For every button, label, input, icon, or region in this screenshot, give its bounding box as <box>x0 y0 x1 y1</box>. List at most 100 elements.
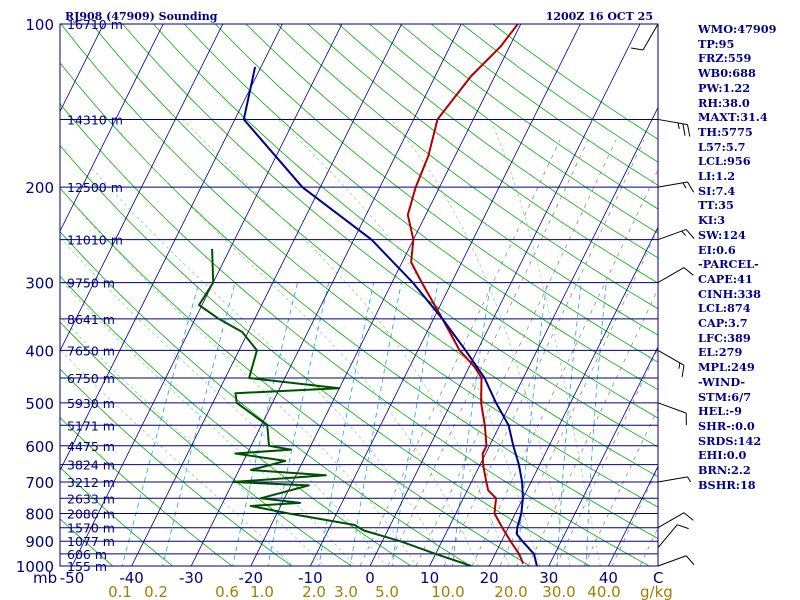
index-entry: SRDS:142 <box>698 433 762 448</box>
wind-barb-staff <box>642 23 659 51</box>
temperature-tick-label: 20 <box>480 569 499 587</box>
wind-barb-flag <box>678 362 681 369</box>
isotherms <box>0 12 658 578</box>
wind-barb <box>657 181 695 193</box>
mixing-ratio-line <box>162 282 236 566</box>
pressure-tick-labels: 100 200 300 400 500 600 700 800 900 1000 <box>16 16 54 576</box>
dry-adiabat-line <box>307 24 658 284</box>
wind-barb <box>631 23 659 51</box>
isotherm-line <box>488 226 658 566</box>
height-label: 3824 m <box>67 458 115 473</box>
dewpoint-profile-line <box>198 248 472 566</box>
mixing-ratio-line <box>232 282 298 566</box>
height-label: 2086 m <box>67 506 115 521</box>
temperature-tick-label: 40 <box>599 569 618 587</box>
dry-adiabat-line <box>60 187 531 566</box>
index-entry: EHI:0.0 <box>698 448 747 463</box>
wind-barb-flag <box>681 230 686 236</box>
dry-adiabat-line <box>153 24 658 419</box>
height-label: 7650 m <box>67 343 115 358</box>
mixing-ratio-line <box>121 282 200 566</box>
auxiliary-line <box>499 228 658 566</box>
wind-barb-flag <box>687 124 691 137</box>
mixing-ratio-line <box>452 282 492 566</box>
wind-barb-flag <box>677 524 689 530</box>
wind-barb-staff <box>657 181 688 188</box>
temperature-profile-line <box>406 24 525 564</box>
dry-adiabat-line <box>60 518 114 566</box>
wind-barb <box>657 524 689 548</box>
index-entry: CAPE:41 <box>698 271 753 286</box>
wind-barb-flag <box>677 122 680 129</box>
plot-background <box>60 24 658 566</box>
wind-barb <box>657 349 685 378</box>
dry-adiabat-line <box>184 24 658 391</box>
index-entry: STM:6/7 <box>698 389 752 404</box>
index-entry: -PARCEL- <box>698 257 759 272</box>
index-entry: TP:95 <box>698 36 735 51</box>
wind-barb-staff <box>657 267 685 284</box>
index-entry: FRZ:559 <box>698 51 752 66</box>
sounding-series <box>198 24 538 566</box>
wind-barb-flag <box>681 365 685 378</box>
mixing-ratio-tick-label: 1.0 <box>250 583 274 600</box>
wind-barb <box>657 118 691 137</box>
wind-barb-flag <box>685 555 695 566</box>
dry-adiabat-line <box>338 24 658 259</box>
dry-adiabat-line <box>60 24 658 508</box>
mixing-ratio-line <box>267 282 330 566</box>
height-label: 1077 m <box>67 534 115 549</box>
pressure-tick-label: 200 <box>25 179 54 197</box>
wind-barb-flag <box>631 47 644 51</box>
temperature-tick-label: -50 <box>60 569 85 587</box>
pressure-tick-label: 300 <box>25 275 54 293</box>
temperature-tick-label: -10 <box>298 569 323 587</box>
wind-barb-staff <box>657 402 687 414</box>
height-label: 12500 m <box>67 180 123 195</box>
index-entry: CAP:3.7 <box>698 316 748 331</box>
mixing-ratio-line <box>349 282 402 566</box>
dry-adiabat-line <box>60 144 591 566</box>
index-entry: SHR-:0.0 <box>698 418 755 433</box>
pressure-unit-label: mb <box>33 569 57 587</box>
height-label: 1570 m <box>67 521 115 536</box>
index-entry: SW:124 <box>698 227 746 242</box>
index-entry: PW:1.22 <box>698 80 751 95</box>
index-entry: BSHR:18 <box>698 477 756 492</box>
temperature-tick-label: 10 <box>420 569 439 587</box>
wind-barb <box>657 512 694 529</box>
index-entry: WB0:688 <box>698 66 756 81</box>
isotherm-line <box>60 24 283 472</box>
mixing-ratio-tick-label: 2.0 <box>302 583 326 600</box>
pressure-tick-label: 400 <box>25 342 54 360</box>
dry-adiabat-line <box>60 275 412 566</box>
index-entry: -WIND- <box>698 374 746 389</box>
temperature-end-label: C <box>653 569 663 587</box>
height-label: 2633 m <box>67 491 115 506</box>
mixing-ratio-line <box>318 282 375 566</box>
pressure-tick-label: 100 <box>25 16 54 34</box>
wind-barb-staff <box>657 228 687 241</box>
index-entry: TH:5775 <box>698 124 753 139</box>
wind-barbs <box>631 23 695 567</box>
dry-adiabat-line <box>60 368 293 566</box>
temperature-tick-label: -40 <box>119 569 144 587</box>
temperature-tick-label: -30 <box>179 569 204 587</box>
index-entry: LFC:389 <box>698 330 751 345</box>
dry-adiabat-line <box>276 24 658 310</box>
dry-adiabats <box>0 24 658 578</box>
temperature-tick-label: -20 <box>239 569 264 587</box>
height-label: 11010 m <box>67 233 123 248</box>
isotherm-line <box>190 24 462 566</box>
isotherm-line <box>0 12 50 578</box>
wind-barb <box>657 555 695 567</box>
wind-barb-flag <box>683 512 694 521</box>
dry-adiabat-line <box>0 24 6 578</box>
chart-title-right: 1200Z 16 OCT 25 <box>546 10 653 23</box>
height-label: 6750 m <box>67 371 115 386</box>
isotherm-line <box>607 465 658 566</box>
chart-title-left: RJ908 (47909) Sounding <box>65 10 218 23</box>
isotherm-line <box>309 24 581 566</box>
